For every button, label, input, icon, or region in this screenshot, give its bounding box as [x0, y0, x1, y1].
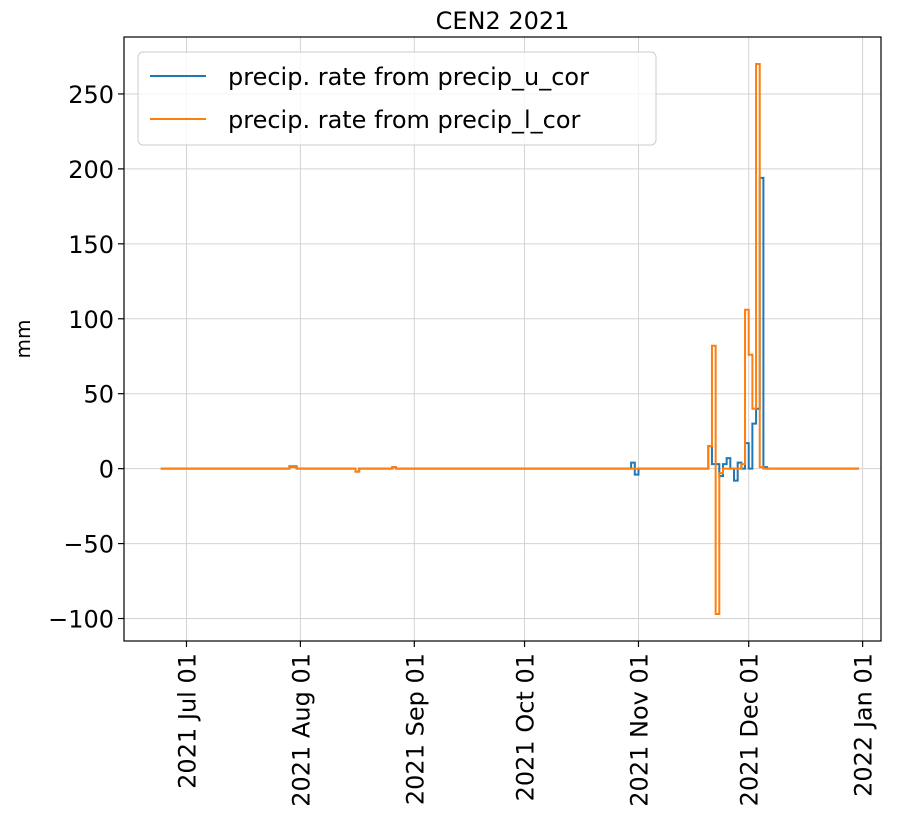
legend-label: precip. rate from precip_l_cor	[228, 106, 581, 134]
y-tick-label: 100	[68, 306, 114, 334]
x-tick-label: 2021 Aug 01	[287, 653, 315, 807]
legend-box	[137, 51, 657, 146]
ticks-layer: 250 200 150 100 50 0 −50 −100 2021 Jul 01 2021 Au…	[48, 81, 878, 807]
y-tick-label: 50	[83, 381, 114, 409]
series-layer	[160, 62, 859, 616]
x-tick-label: 2021 Nov 01	[625, 653, 653, 807]
y-tick-label: −100	[48, 606, 114, 634]
y-tick-label: 150	[68, 231, 114, 259]
y-tick-label: 0	[99, 456, 114, 484]
series-line-2	[160, 62, 859, 616]
y-axis-label: mm	[11, 320, 35, 359]
series-line-1	[160, 176, 859, 482]
y-tick-label: 250	[68, 81, 114, 109]
chart-title: CEN2 2021	[436, 7, 570, 35]
plot-frame	[123, 36, 882, 642]
y-tick-label: −50	[63, 531, 114, 559]
x-tick-label: 2021 Jul 01	[173, 653, 201, 789]
legend-label: precip. rate from precip_u_cor	[228, 63, 589, 91]
x-tick-label: 2021 Oct 01	[512, 653, 540, 801]
x-tick-label: 2022 Jan 01	[850, 653, 878, 797]
x-tick-label: 2021 Sep 01	[401, 653, 429, 805]
y-tick-label: 200	[68, 156, 114, 184]
x-tick-label: 2021 Dec 01	[736, 653, 764, 806]
legend: precip. rate from precip_u_cor precip. ra…	[137, 51, 657, 146]
